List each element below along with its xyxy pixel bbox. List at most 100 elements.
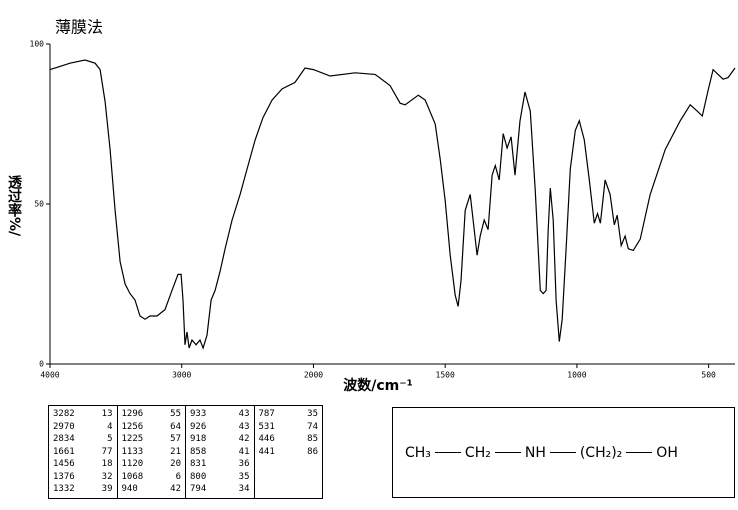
x-tick-label: 500 <box>701 371 716 380</box>
formula-group: (CH₂)₂ <box>579 444 623 461</box>
transmittance: 6 <box>175 471 181 482</box>
transmittance: 42 <box>170 484 181 494</box>
x-tick-label: 1500 <box>436 371 455 380</box>
table-row: 940 42 <box>122 483 182 496</box>
chart-title: 薄膜法 <box>55 18 103 37</box>
wavenumber: 441 <box>258 446 275 457</box>
wavenumber: 1256 <box>121 421 144 432</box>
table-column: 1296 55 1256 64 1225 57 1133 21 1120 20 1068 6 940 42 <box>118 406 186 498</box>
transmittance: 77 <box>101 446 113 457</box>
x-tick-label: 4000 <box>40 371 59 380</box>
x-tick-label: 2000 <box>304 371 323 380</box>
y-tick-label: 100 <box>30 40 45 49</box>
wavenumber: 933 <box>190 409 207 419</box>
structural-formula: CH₃ CH₂ NH (CH₂)₂ OH <box>392 407 735 498</box>
wavenumber: 787 <box>258 409 275 419</box>
table-row: 2834 5 <box>53 433 113 446</box>
transmittance: 35 <box>238 471 250 482</box>
table-row: 1332 39 <box>53 483 113 496</box>
chart: 薄膜法 波数/cm⁻¹ 透过率%/ 0 50 100 4000 3000 2000 1500… <box>6 18 736 394</box>
transmittance: 20 <box>170 459 181 469</box>
wavenumber: 1120 <box>121 459 144 469</box>
transmittance: 13 <box>101 409 113 419</box>
transmittance: 39 <box>101 484 113 494</box>
wavenumber: 926 <box>190 421 207 432</box>
wavenumber: 446 <box>258 434 275 444</box>
transmittance: 18 <box>101 459 113 469</box>
table-row: 1133 21 <box>122 446 182 459</box>
transmittance: 74 <box>307 421 318 432</box>
table-row: 1376 32 <box>53 471 113 484</box>
wavenumber: 1068 <box>121 471 144 482</box>
wavenumber: 800 <box>190 471 207 482</box>
transmittance: 21 <box>170 446 181 457</box>
table-row: 441 86 <box>259 446 319 459</box>
wavenumber: 1225 <box>121 434 144 444</box>
formula-group: OH <box>656 444 678 461</box>
wavenumber: 3282 <box>53 409 75 419</box>
table-column: 933 43 926 43 918 42 858 41 831 36 800 35 794 34 <box>186 406 255 498</box>
transmittance: 64 <box>170 421 181 432</box>
wavenumber: 1376 <box>53 471 75 482</box>
table-row: 1661 77 <box>53 446 113 459</box>
x-axis-label: 波数/cm⁻¹ <box>343 377 413 394</box>
wavenumber: 2834 <box>53 434 75 444</box>
table-row: 3282 13 <box>53 408 113 421</box>
transmittance: 55 <box>170 409 181 419</box>
wavenumber: 1296 <box>121 409 144 419</box>
table-row: 800 35 <box>190 471 250 484</box>
transmittance: 42 <box>238 434 250 444</box>
bond <box>626 452 653 453</box>
wavenumber: 1332 <box>53 484 75 494</box>
table-row: 933 43 <box>190 408 250 421</box>
transmittance: 35 <box>307 409 318 419</box>
table-row: 1456 18 <box>53 458 113 471</box>
table-row: 1296 55 <box>122 408 182 421</box>
wavenumber: 1661 <box>53 446 75 457</box>
table-row: 787 35 <box>259 408 319 421</box>
wavenumber: 918 <box>190 434 207 444</box>
wavenumber: 1133 <box>121 446 144 457</box>
table-row: 446 85 <box>259 433 319 446</box>
formula-group: CH₃ <box>405 444 431 461</box>
transmittance: 43 <box>238 421 250 432</box>
table-row: 2970 4 <box>53 421 113 434</box>
wavenumber: 794 <box>190 484 207 494</box>
bond <box>549 452 576 453</box>
wavenumber: 940 <box>121 484 138 494</box>
bond <box>494 452 521 453</box>
transmittance: 57 <box>170 434 181 444</box>
y-tick-label: 50 <box>34 200 44 209</box>
wavenumber: 858 <box>190 446 207 457</box>
formula-group: NH <box>524 444 546 461</box>
peak-table: 3282 13 2970 4 2834 5 1661 77 1456 18 1376 32 1332 39… <box>48 405 323 499</box>
formula-group: CH₂ <box>464 444 491 461</box>
bond <box>434 452 461 453</box>
transmittance: 4 <box>107 421 113 432</box>
wavenumber: 531 <box>258 421 275 432</box>
table-row: 1256 64 <box>122 421 182 434</box>
wavenumber: 831 <box>190 459 207 469</box>
table-row: 794 34 <box>190 483 250 496</box>
transmittance: 34 <box>238 484 250 494</box>
table-row: 831 36 <box>190 458 250 471</box>
table-row: 926 43 <box>190 421 250 434</box>
table-row: 1225 57 <box>122 433 182 446</box>
x-tick-label: 1000 <box>567 371 586 380</box>
table-column: 787 35 531 74 446 85 441 86 <box>255 406 323 498</box>
table-row: 1068 6 <box>122 471 182 484</box>
table-column: 3282 13 2970 4 2834 5 1661 77 1456 18 1376 32 1332 39 <box>49 406 118 498</box>
table-row: 918 42 <box>190 433 250 446</box>
transmittance: 5 <box>107 434 113 444</box>
transmittance: 86 <box>307 446 318 457</box>
transmittance: 41 <box>238 446 250 457</box>
wavenumber: 2970 <box>53 421 75 432</box>
spectrum-line <box>49 59 736 350</box>
transmittance: 36 <box>238 459 250 469</box>
table-row: 1120 20 <box>122 458 182 471</box>
table-row: 531 74 <box>259 421 319 434</box>
y-axis-label: 透过率%/ <box>6 175 22 237</box>
transmittance: 32 <box>101 471 113 482</box>
wavenumber: 1456 <box>53 459 75 469</box>
